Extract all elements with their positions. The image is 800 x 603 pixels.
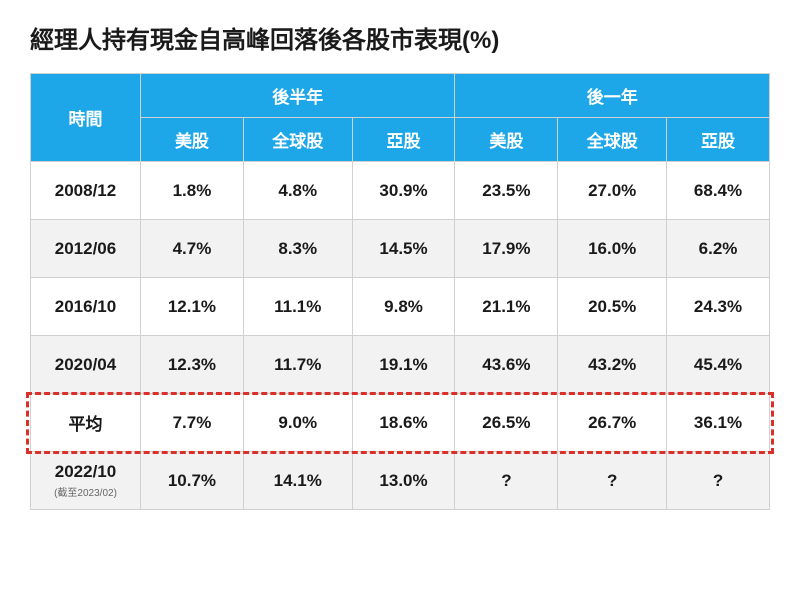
cell-time: 2022/10(截至2023/02) <box>31 452 141 510</box>
cell-time-sub: (截至2023/02) <box>31 484 140 499</box>
cell-value: 11.1% <box>243 278 352 336</box>
cell-value: 14.5% <box>352 220 455 278</box>
cell-time: 2020/04 <box>31 336 141 394</box>
table-row: 平均7.7%9.0%18.6%26.5%26.7%36.1% <box>31 394 770 452</box>
cell-value: 4.8% <box>243 162 352 220</box>
col-header: 全球股 <box>243 118 352 162</box>
cell-value: 43.6% <box>455 336 558 394</box>
cell-value: 30.9% <box>352 162 455 220</box>
cell-value: 21.1% <box>455 278 558 336</box>
cell-time: 2008/12 <box>31 162 141 220</box>
col-header-group-oneyear: 後一年 <box>455 74 770 118</box>
table-row: 2008/121.8%4.8%30.9%23.5%27.0%68.4% <box>31 162 770 220</box>
cell-value: 68.4% <box>667 162 770 220</box>
cell-value: 23.5% <box>455 162 558 220</box>
cell-value: 27.0% <box>558 162 667 220</box>
cell-value: 43.2% <box>558 336 667 394</box>
cell-value: 9.8% <box>352 278 455 336</box>
cell-value: ? <box>455 452 558 510</box>
page-title: 經理人持有現金自高峰回落後各股市表現(%) <box>30 20 770 55</box>
table-row: 2012/064.7%8.3%14.5%17.9%16.0%6.2% <box>31 220 770 278</box>
cell-value: 36.1% <box>667 394 770 452</box>
cell-value: 11.7% <box>243 336 352 394</box>
cell-value: 45.4% <box>667 336 770 394</box>
col-header: 全球股 <box>558 118 667 162</box>
cell-time: 2016/10 <box>31 278 141 336</box>
table-row: 2022/10(截至2023/02)10.7%14.1%13.0%??? <box>31 452 770 510</box>
cell-value: 14.1% <box>243 452 352 510</box>
col-header-group-halfyear: 後半年 <box>141 74 455 118</box>
cell-value: 16.0% <box>558 220 667 278</box>
cell-value: 6.2% <box>667 220 770 278</box>
table-body: 2008/121.8%4.8%30.9%23.5%27.0%68.4%2012/… <box>31 162 770 510</box>
cell-value: 26.7% <box>558 394 667 452</box>
performance-table: 時間 後半年 後一年 美股 全球股 亞股 美股 全球股 亞股 2008/121.… <box>30 73 770 510</box>
cell-value: 1.8% <box>141 162 244 220</box>
table-row: 2016/1012.1%11.1%9.8%21.1%20.5%24.3% <box>31 278 770 336</box>
cell-value: 7.7% <box>141 394 244 452</box>
cell-value: 13.0% <box>352 452 455 510</box>
cell-time: 2012/06 <box>31 220 141 278</box>
cell-value: 9.0% <box>243 394 352 452</box>
table-row: 2020/0412.3%11.7%19.1%43.6%43.2%45.4% <box>31 336 770 394</box>
cell-value: ? <box>558 452 667 510</box>
col-header: 美股 <box>455 118 558 162</box>
cell-value: 10.7% <box>141 452 244 510</box>
col-header: 亞股 <box>352 118 455 162</box>
cell-value: 12.3% <box>141 336 244 394</box>
cell-value: 12.1% <box>141 278 244 336</box>
cell-value: 26.5% <box>455 394 558 452</box>
cell-value: 17.9% <box>455 220 558 278</box>
cell-value: 24.3% <box>667 278 770 336</box>
cell-value: 20.5% <box>558 278 667 336</box>
cell-value: 18.6% <box>352 394 455 452</box>
cell-value: ? <box>667 452 770 510</box>
cell-value: 4.7% <box>141 220 244 278</box>
col-header: 亞股 <box>667 118 770 162</box>
col-header: 美股 <box>141 118 244 162</box>
cell-value: 19.1% <box>352 336 455 394</box>
table-container: 時間 後半年 後一年 美股 全球股 亞股 美股 全球股 亞股 2008/121.… <box>30 73 770 510</box>
cell-value: 8.3% <box>243 220 352 278</box>
cell-time: 平均 <box>31 394 141 452</box>
col-header-time: 時間 <box>31 74 141 162</box>
